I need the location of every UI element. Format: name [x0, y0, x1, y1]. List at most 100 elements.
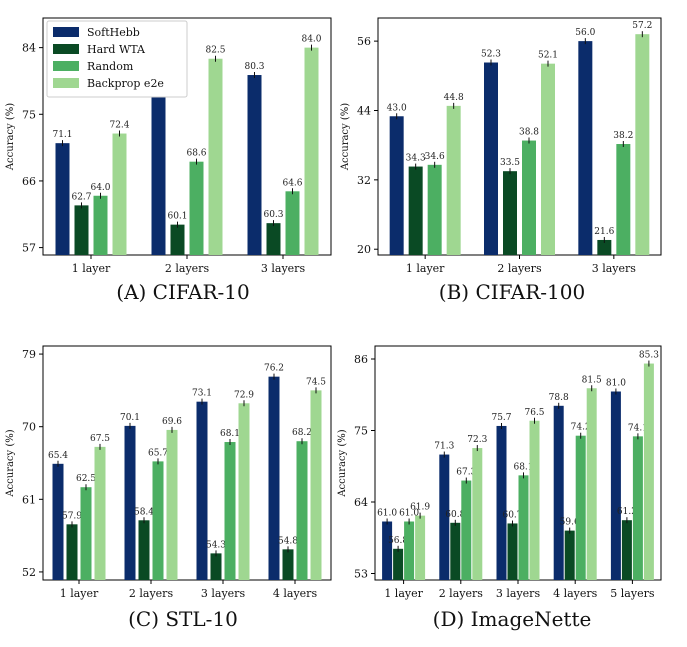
data-label: 64.0 — [90, 183, 110, 193]
data-label: 75.7 — [491, 413, 511, 423]
plot-frame — [42, 345, 332, 581]
data-label: 38.8 — [519, 128, 539, 138]
bar-random — [285, 191, 300, 255]
y-tick-label: 70 — [22, 421, 36, 434]
bar-hard-wta — [138, 520, 150, 580]
x-tick-label: 5 layers — [610, 587, 655, 600]
data-label: 65.4 — [48, 451, 68, 461]
data-label: 76.2 — [264, 364, 284, 374]
x-tick-label: 2 layers — [165, 262, 210, 275]
data-label: 85.3 — [639, 351, 659, 361]
bar-random — [632, 436, 643, 580]
bar-random — [427, 164, 442, 255]
y-tick-label: 61 — [22, 493, 36, 506]
data-label: 74.2 — [571, 423, 591, 433]
bar-softhebb — [578, 41, 593, 256]
data-label: 76.5 — [524, 408, 544, 418]
bar-softhebb — [55, 143, 70, 255]
panel-title-a: (A) CIFAR-10 — [116, 280, 250, 304]
legend-swatch — [53, 61, 79, 71]
bar-backprop-e2e — [446, 105, 461, 256]
data-label: 68.1 — [513, 462, 533, 472]
data-label: 54.3 — [206, 540, 226, 550]
data-label: 80.3 — [244, 62, 264, 72]
data-label: 57.2 — [632, 21, 652, 31]
data-label: 61.9 — [410, 503, 430, 513]
legend-label: Random — [87, 60, 134, 73]
data-label: 81.5 — [582, 375, 602, 385]
bar-backprop-e2e — [208, 58, 223, 255]
data-label: 74.5 — [306, 377, 326, 387]
data-label: 68.6 — [186, 149, 206, 159]
data-label: 65.7 — [148, 448, 168, 458]
data-label: 71.1 — [52, 130, 72, 140]
bar-hard-wta — [597, 239, 612, 255]
bar-softhebb — [496, 425, 507, 580]
x-tick-label: 3 layers — [201, 587, 246, 600]
y-tick-label: 53 — [354, 568, 368, 581]
bar-hard-wta — [282, 549, 294, 580]
y-tick-label: 56 — [357, 35, 371, 48]
y-axis-label: Accuracy (%) — [5, 429, 16, 497]
bar-softhebb — [52, 463, 64, 580]
bar-hard-wta — [507, 523, 518, 580]
x-tick-label: 2 layers — [497, 262, 542, 275]
data-label: 70.1 — [120, 413, 140, 423]
bar-random — [575, 435, 586, 580]
y-tick-label: 44 — [357, 104, 371, 117]
bar-softhebb — [196, 401, 208, 580]
bar-hard-wta — [621, 520, 632, 580]
bar-hard-wta — [266, 223, 281, 255]
bar-softhebb — [151, 94, 166, 255]
x-tick-label: 1 layer — [72, 262, 111, 275]
data-label: 60.3 — [263, 210, 283, 220]
y-tick-label: 84 — [22, 42, 36, 55]
bar-backprop-e2e — [238, 403, 250, 580]
data-label: 72.3 — [467, 435, 487, 445]
bar-random — [224, 442, 236, 580]
x-tick-label: 4 layers — [273, 587, 318, 600]
y-tick-label: 66 — [22, 175, 36, 188]
bar-softhebb — [268, 376, 280, 580]
y-tick-label: 64 — [354, 496, 368, 509]
bar-hard-wta — [564, 530, 575, 580]
bar-random — [404, 521, 415, 580]
data-label: 56.0 — [575, 28, 595, 38]
x-tick-label: 1 layer — [406, 262, 445, 275]
bar-backprop-e2e — [112, 133, 127, 255]
data-label: 61.2 — [617, 507, 637, 517]
bar-hard-wta — [450, 522, 461, 580]
x-tick-label: 3 layers — [592, 262, 637, 275]
x-tick-label: 2 layers — [129, 587, 174, 600]
bar-backprop-e2e — [304, 47, 319, 255]
data-label: 64.6 — [282, 178, 302, 188]
data-label: 54.8 — [278, 536, 298, 546]
bar-random — [522, 140, 536, 255]
bar-softhebb — [484, 62, 498, 256]
data-label: 52.1 — [538, 51, 558, 61]
data-label: 56.8 — [388, 536, 408, 546]
y-tick-label: 57 — [22, 242, 36, 255]
panel-title-b: (B) CIFAR-100 — [438, 280, 586, 304]
bar-backprop-e2e — [310, 390, 322, 580]
data-label: 72.9 — [234, 390, 254, 400]
y-axis-label: Accuracy (%) — [340, 103, 351, 171]
x-tick-label: 1 layer — [384, 587, 423, 600]
legend-swatch — [53, 27, 79, 37]
data-label: 62.5 — [76, 474, 96, 484]
y-tick-label: 79 — [22, 348, 36, 361]
data-label: 33.5 — [500, 158, 520, 168]
legend-swatch — [53, 78, 79, 88]
data-label: 72.4 — [109, 121, 129, 131]
bar-hard-wta — [170, 224, 185, 255]
y-tick-label: 86 — [354, 353, 368, 366]
legend-swatch — [53, 44, 79, 54]
bar-hard-wta — [408, 166, 423, 255]
data-label: 81.0 — [606, 379, 626, 389]
bar-backprop-e2e — [586, 388, 597, 580]
data-label: 73.1 — [192, 389, 212, 399]
data-label: 59.6 — [560, 518, 580, 528]
data-label: 67.5 — [90, 434, 110, 444]
y-tick-label: 52 — [22, 566, 36, 579]
